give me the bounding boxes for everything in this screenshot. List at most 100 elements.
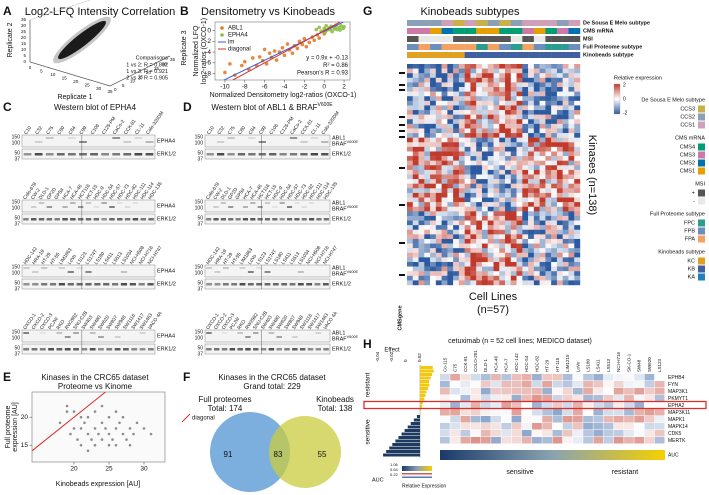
band [248,137,256,139]
heatmap-cell [407,91,413,97]
point [228,62,232,66]
heatmap-cell [568,100,575,106]
heatmap-cell [528,169,535,175]
heatmap-cell [470,110,477,115]
heatmap-cell [487,146,494,152]
heatmap-cell [435,261,442,267]
heatmap-cell [528,91,535,97]
heatmap-cell [545,77,552,83]
superscript: V600E [318,102,334,108]
heatmap-cell [499,133,506,138]
heatmap-cell [562,64,569,69]
heatmap-cell [458,220,465,226]
heatmap-cell [470,73,477,79]
heatmap-cell [418,248,425,253]
band [213,206,219,208]
heatmap-cell [487,229,494,235]
heatmap-cell [481,68,488,74]
heatmap-cell [533,100,540,106]
track-cell [528,44,535,50]
track-cell [539,28,546,34]
heatmap-cell [453,229,460,235]
heatmap-cell [551,174,558,180]
heatmap-cell [528,248,535,253]
heatmap-cell [424,275,431,281]
heatmap-cell [424,261,431,267]
band [272,218,278,221]
heatmap-cell [624,416,634,423]
mw-label: 50 [197,150,203,156]
blot [204,199,331,213]
heatmap-cell [522,100,529,106]
heatmap-cell [528,229,535,235]
heatmap-cell [568,206,575,212]
point [322,26,326,31]
track-cell [568,20,575,26]
heatmap-cell [453,225,460,230]
heatmap-cell [424,114,431,120]
heatmap-cell [562,183,569,189]
line [232,22,341,80]
column-label: HCA-7 [504,358,509,372]
heatmap-cell [441,128,448,134]
point [72,427,76,430]
heatmap-cell [603,430,614,437]
heatmap-cell [572,416,583,423]
band [73,332,79,334]
heatmap-cell [464,91,471,97]
heatmap-cell [574,82,581,88]
band [284,348,290,351]
panel-letter: F [183,370,190,384]
heatmap-cell [430,257,437,263]
track-cell [545,20,552,26]
tick-label: -0.04 [375,351,380,362]
band [220,218,226,221]
heatmap-cell [458,179,465,184]
heatmap-cell [470,271,477,276]
effect-bar [416,415,420,418]
heatmap-cell [542,374,552,381]
heatmap-cell [450,430,460,437]
heatmap-cell [551,64,558,69]
heatmap-cell [528,192,535,198]
heatmap-cell [551,192,558,198]
heatmap-cell [441,252,448,258]
blot [204,134,331,148]
heatmap-cell [407,114,413,120]
heatmap-cell [568,128,575,134]
point [118,421,121,425]
band [245,336,251,338]
mw-label: 37 [197,156,203,162]
heatmap-cell [539,202,546,207]
heatmap-cell [556,225,563,230]
row-marker [399,204,405,206]
heatmap-cell [418,192,425,198]
heatmap-cell [476,229,483,235]
heatmap-cell [532,430,542,437]
protein-label: EPHA4 [157,203,175,209]
column-label: HDC-54 [524,355,529,372]
band [114,336,121,338]
heatmap-cell [493,119,500,125]
heatmap-cell [510,123,517,129]
heatmap-cell [522,243,529,249]
point [79,443,83,447]
heatmap-cell [476,91,483,97]
heatmap-cell [412,68,419,74]
legend-entry: CMS3 [680,152,695,158]
axis-label: Effect [384,348,400,354]
heatmap-cell [516,114,523,120]
heatmap-cell [539,87,546,92]
heatmap-cell [521,381,532,388]
heatmap-cell [447,271,454,276]
heatmap-cell [533,105,540,111]
track-cell [441,28,448,34]
point [338,28,342,32]
heatmap-cell [532,381,542,388]
heatmap-cell [407,197,413,203]
heatmap-cell [533,243,540,249]
heatmap-cell [551,225,558,230]
tick-label: 0 [29,65,32,70]
band [272,206,278,208]
heatmap-cell [441,151,448,157]
